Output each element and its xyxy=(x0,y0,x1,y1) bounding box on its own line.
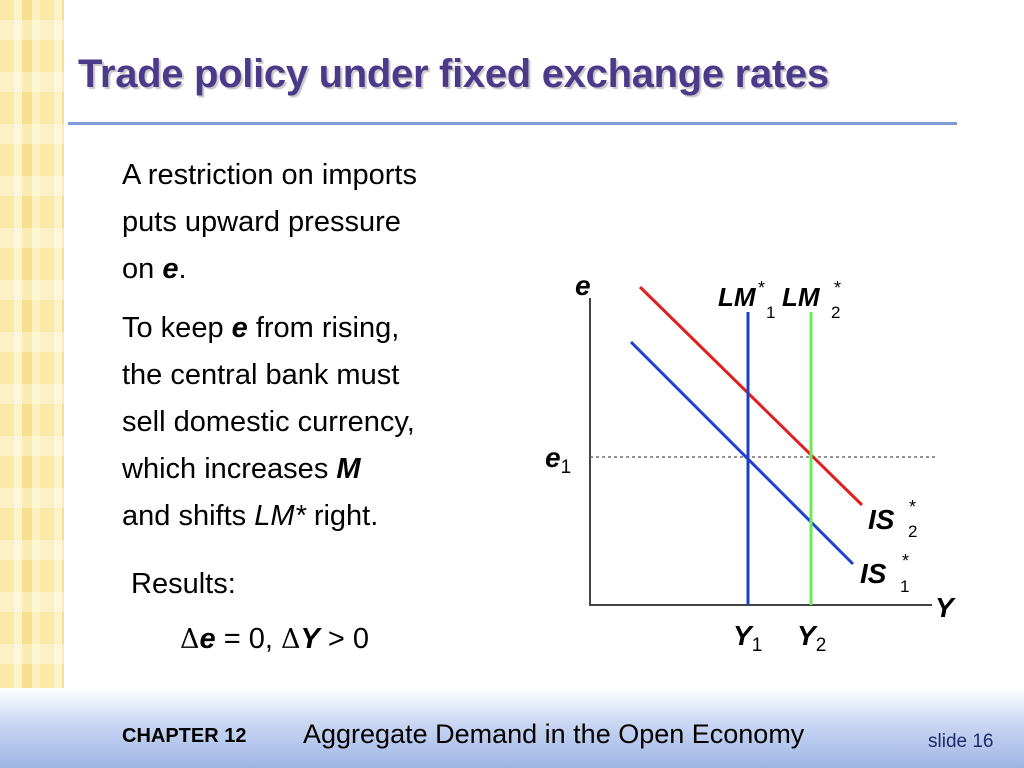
p2-line4: which increases M xyxy=(122,446,502,493)
p1-line1: A restriction on imports xyxy=(122,159,417,191)
lm2-main: LM xyxy=(782,282,821,312)
p2-line5-pre: and shifts xyxy=(122,500,255,532)
e1-label: e1 xyxy=(545,442,571,478)
delta-symbol: Δ xyxy=(280,624,301,655)
paragraph-restriction: A restriction on imports puts upward pre… xyxy=(122,152,502,293)
y1-sub: 1 xyxy=(752,635,763,656)
lm2-sup: * xyxy=(834,278,841,298)
y2-label: Y2 xyxy=(797,620,826,656)
lm1-label: LM * 1 xyxy=(718,278,775,322)
is2-sup: * xyxy=(909,497,916,517)
y2-sub: 2 xyxy=(816,635,827,656)
lm1-sup: * xyxy=(758,278,765,298)
is1-sup: * xyxy=(902,551,909,571)
p2-line2: the central bank must xyxy=(122,359,400,391)
var-M: M xyxy=(336,453,361,485)
p1-line3: on e. xyxy=(122,246,502,293)
formula-rel2: > 0 xyxy=(319,623,369,655)
is1-sub: 1 xyxy=(900,577,909,596)
p1-line3-pre: on xyxy=(122,253,163,285)
p2-line1-post: from rising, xyxy=(247,312,400,344)
p2-line5: and shifts LM* right. xyxy=(122,493,502,540)
is2-sub: 2 xyxy=(908,522,917,541)
p2-line4-pre: which increases xyxy=(122,453,337,485)
e1-sub: 1 xyxy=(561,457,572,478)
decorative-stripes xyxy=(0,0,64,768)
p1-line2: puts upward pressure xyxy=(122,206,401,238)
paragraph-central-bank: To keep e from rising, the central bank … xyxy=(122,305,502,540)
lm1-main: LM xyxy=(718,282,757,312)
slide-title: Trade policy under fixed exchange rates xyxy=(78,52,829,96)
footer-chapter: CHAPTER 12 xyxy=(122,725,247,747)
formula-rel1: = 0, xyxy=(215,623,281,655)
is2-main: IS xyxy=(868,504,895,535)
slide-number: slide 16 xyxy=(928,731,994,752)
is2-label: IS * 2 xyxy=(868,497,917,541)
results-label: Results: xyxy=(131,568,236,600)
y1-label: Y1 xyxy=(733,620,762,656)
y1-main: Y xyxy=(733,620,754,651)
delta-symbol: Δ xyxy=(180,624,200,655)
var-LM-star: LM* xyxy=(254,500,306,532)
title-underline xyxy=(68,122,957,125)
var-e: e xyxy=(199,623,216,655)
x-axis-label: Y xyxy=(935,592,956,623)
var-e: e xyxy=(162,253,179,285)
lm1-sub: 1 xyxy=(766,303,775,322)
y2-main: Y xyxy=(797,620,818,651)
lm2-sub: 2 xyxy=(831,303,840,322)
results-formula: Δe = 0, ΔY > 0 xyxy=(180,616,369,663)
y-axis-label: e xyxy=(575,270,591,301)
p2-line3: sell domestic currency, xyxy=(122,406,415,438)
lm2-label: LM * 2 xyxy=(782,278,841,322)
e1-main: e xyxy=(545,442,561,473)
footer-title: Aggregate Demand in the Open Economy xyxy=(303,719,805,749)
var-Y: Y xyxy=(300,623,320,655)
p2-line1: To keep e from rising, xyxy=(122,305,502,352)
var-e: e xyxy=(231,312,248,344)
is1-label: IS * 1 xyxy=(860,551,909,596)
footer-bar xyxy=(0,688,1024,768)
p1-line3-post: . xyxy=(178,253,187,285)
is1-main: IS xyxy=(860,558,887,589)
p2-line5-post: right. xyxy=(305,500,379,532)
is1-curve xyxy=(629,340,855,566)
is2-curve xyxy=(638,285,864,507)
p2-line1-pre: To keep xyxy=(122,312,232,344)
